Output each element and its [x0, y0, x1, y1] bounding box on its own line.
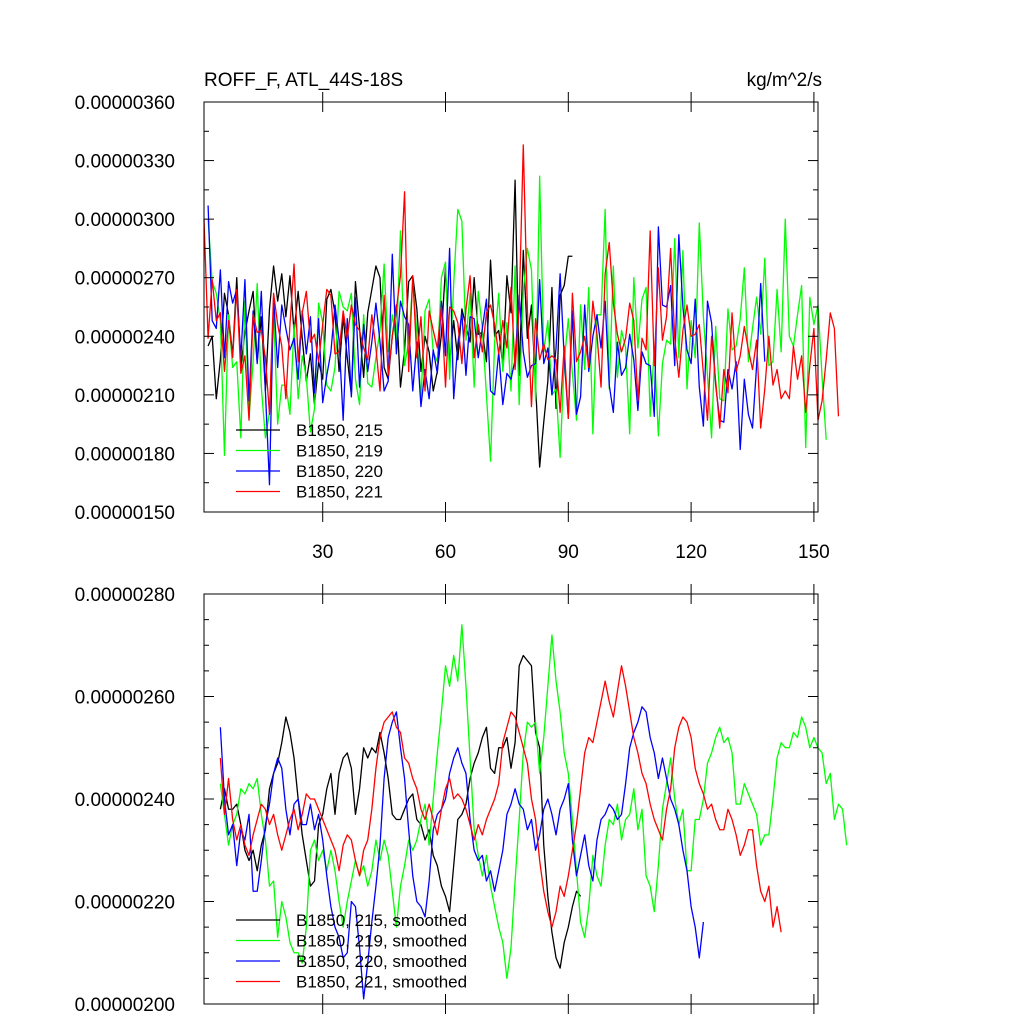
top-y-tick-label: 0.00000330 [75, 152, 175, 173]
top-x-tick-label: 30 [312, 542, 333, 563]
top-y-tick-label: 0.00000150 [75, 503, 175, 524]
top-axis-ticks [204, 92, 818, 522]
bottom-legend: B1850, 215, smoothed B1850, 219, smoothed… [236, 911, 467, 992]
top-y-tick-label: 0.00000300 [75, 210, 175, 231]
top-y-tick-label: 0.00000240 [75, 327, 175, 348]
bottom-series-line-3 [219, 706, 705, 1000]
bottom-series-line-4 [219, 665, 782, 933]
top-chart-units: kg/m^2/s [747, 70, 822, 91]
top-legend-label: B1850, 221 [296, 483, 383, 502]
bottom-series-line-1 [219, 654, 582, 969]
top-x-tick-labels: 30 60 90 120 150 [312, 542, 830, 563]
bottom-y-tick-label: 0.00000200 [75, 995, 175, 1016]
top-panel: ROFF_F, ATL_44S-18S kg/m^2/s 0.000003600… [75, 70, 840, 563]
top-y-tick-labels: 0.00000360 0.00000330 0.00000300 0.00000270… [75, 93, 175, 524]
top-y-tick-label: 0.00000180 [75, 444, 175, 465]
top-x-tick-label: 60 [435, 542, 456, 563]
bottom-y-tick-label: 0.00000280 [75, 585, 175, 606]
top-plot-area [203, 144, 840, 486]
top-y-tick-label: 0.00000360 [75, 93, 175, 114]
bottom-plot-area [219, 624, 848, 1000]
top-y-tick-label: 0.00000270 [75, 269, 175, 290]
top-x-tick-label: 150 [798, 542, 830, 563]
bottom-y-tick-label: 0.00000260 [75, 688, 175, 709]
bottom-legend-label: B1850, 221, smoothed [296, 973, 467, 992]
top-legend-label: B1850, 215 [296, 421, 383, 440]
top-chart-title: ROFF_F, ATL_44S-18S [204, 70, 403, 91]
top-x-tick-label: 90 [558, 542, 579, 563]
bottom-axis-ticks [204, 584, 818, 1014]
bottom-panel: 0.00000280 0.00000260 0.00000240 0.00000220… [75, 584, 848, 1016]
top-series-line-4 [203, 144, 840, 429]
bottom-legend-label: B1850, 219, smoothed [296, 932, 467, 951]
top-legend-label: B1850, 219 [296, 442, 383, 461]
bottom-legend-label: B1850, 220, smoothed [296, 952, 467, 971]
top-y-tick-label: 0.00000210 [75, 386, 175, 407]
top-legend-label: B1850, 220 [296, 462, 383, 481]
bottom-y-tick-label: 0.00000240 [75, 790, 175, 811]
bottom-legend-label: B1850, 215, smoothed [296, 911, 467, 930]
bottom-y-tick-labels: 0.00000280 0.00000260 0.00000240 0.00000220… [75, 585, 175, 1016]
bottom-y-tick-label: 0.00000220 [75, 893, 175, 914]
top-x-tick-label: 120 [675, 542, 707, 563]
